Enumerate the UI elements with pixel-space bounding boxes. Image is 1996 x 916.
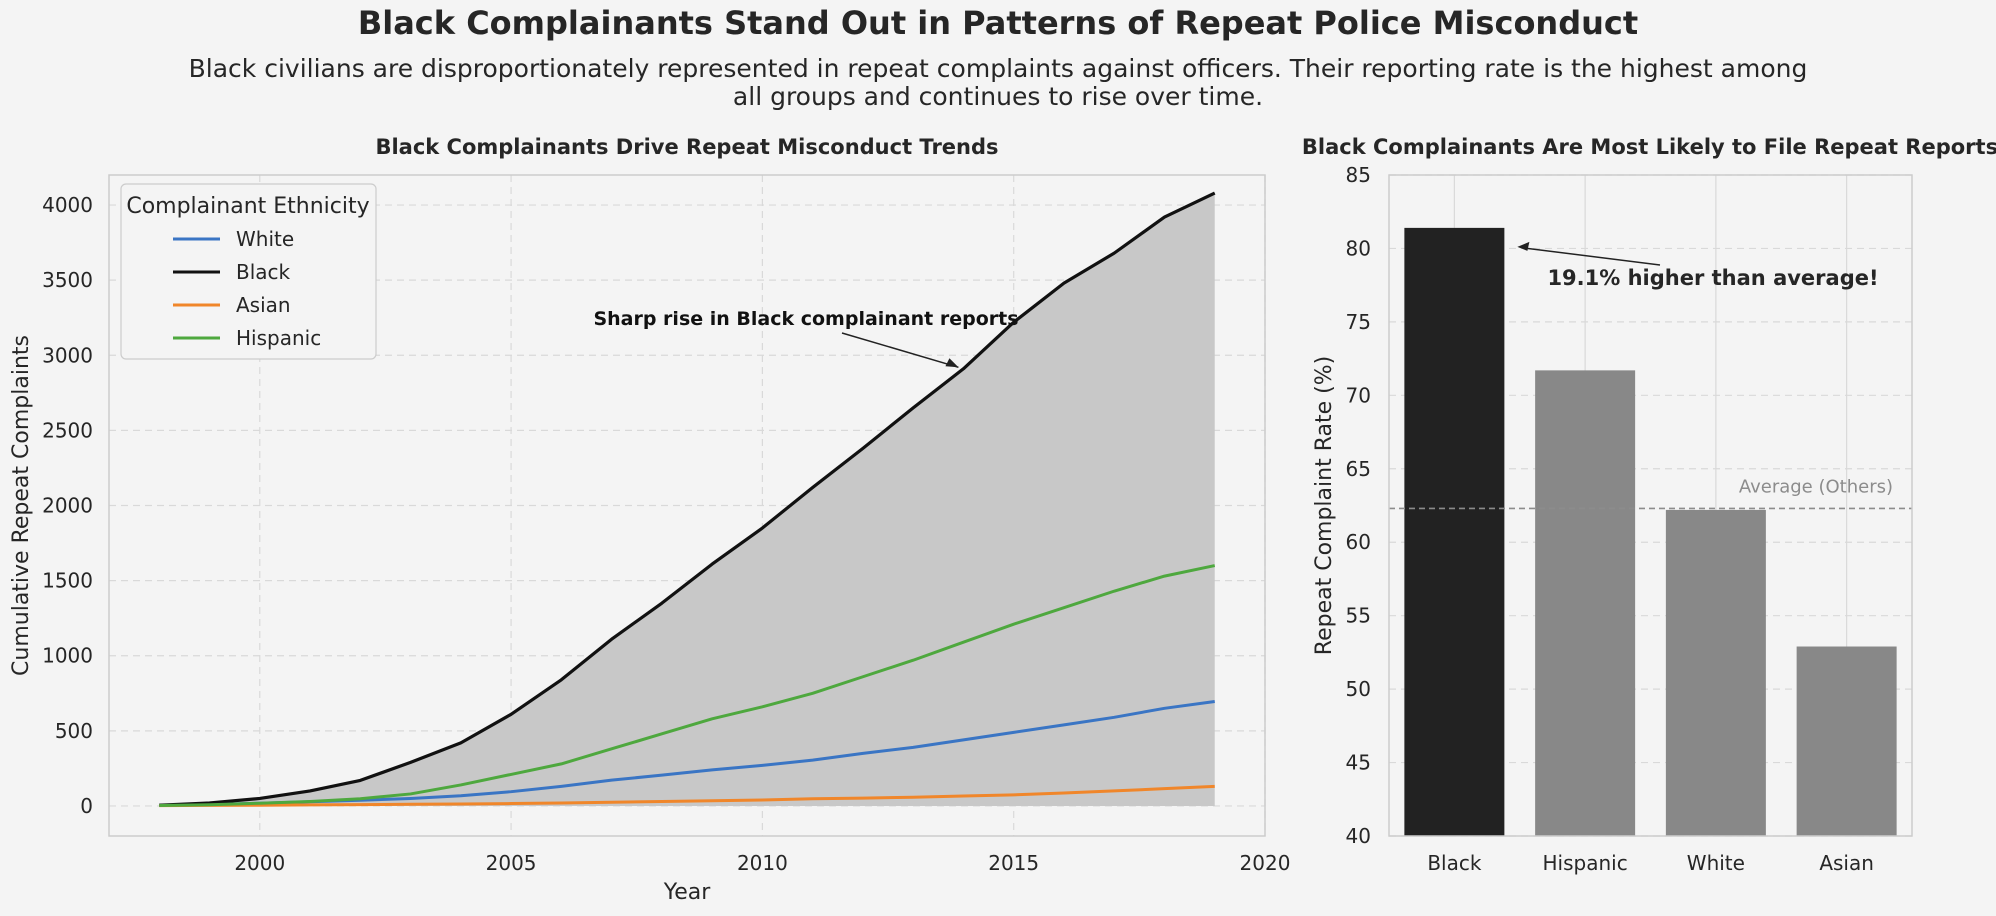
bar-category-label: Asian xyxy=(1819,851,1874,875)
figure-title: Black Complainants Stand Out in Patterns… xyxy=(358,4,1638,42)
bar-y-tick-label: 40 xyxy=(1346,824,1371,848)
series-line-black xyxy=(159,191,1216,807)
legend-title: Complainant Ethnicity xyxy=(126,194,369,219)
legend-label-black: Black xyxy=(236,260,291,284)
bar-y-tick-label: 80 xyxy=(1346,236,1371,260)
figure-subtitle-line-2: all groups and continues to rise over ti… xyxy=(733,82,1263,111)
bar-y-tick-label: 70 xyxy=(1346,383,1371,407)
bar-y-tick-label: 55 xyxy=(1346,604,1371,628)
legend-label-white: White xyxy=(236,227,294,251)
bar-plot-frame xyxy=(1388,174,1913,837)
y-tick-label: 0 xyxy=(80,794,93,818)
bar-annotation-arrow-head xyxy=(1517,241,1530,251)
y-tick-label: 1500 xyxy=(42,569,93,593)
bar-y-tick-label: 60 xyxy=(1346,530,1371,554)
line-chart-title: Black Complainants Drive Repeat Miscondu… xyxy=(375,135,998,159)
bar-y-tick-label: 85 xyxy=(1346,163,1371,187)
legend: Complainant Ethnicity White Black Asian Hisp… xyxy=(120,183,377,360)
bar-annotation: 19.1% higher than average! xyxy=(1547,266,1878,290)
y-tick-label: 2000 xyxy=(42,494,93,518)
x-axis-label: Year xyxy=(663,880,712,905)
legend-box xyxy=(120,183,377,360)
bar-category-label: Black xyxy=(1427,851,1482,875)
bar-y-tick-label: 65 xyxy=(1346,457,1371,481)
y-tick-label: 3500 xyxy=(42,268,93,292)
figure-subtitle-line-1: Black civilians are disproportionately r… xyxy=(189,54,1808,83)
bar-chart: Average (Others) 19.1% higher than averag… xyxy=(1302,135,1996,875)
bar-y-tick-label: 45 xyxy=(1346,751,1371,775)
average-line-label: Average (Others) xyxy=(1739,476,1893,497)
y-tick-label: 2500 xyxy=(42,418,93,442)
black-area-fill xyxy=(159,193,1215,806)
x-tick-label: 2015 xyxy=(988,851,1039,875)
bar-asian xyxy=(1796,646,1897,836)
bar-chart-title: Black Complainants Are Most Likely to Fi… xyxy=(1302,135,1996,159)
bar-annotation-arrow-line xyxy=(1523,247,1661,266)
bar-y-tick-label: 75 xyxy=(1346,310,1371,334)
line-annotation: Sharp rise in Black complainant reports xyxy=(593,308,1018,330)
line-plot-frame xyxy=(108,174,1266,837)
bar-category-label: Hispanic xyxy=(1543,851,1628,875)
x-tick-label: 2000 xyxy=(234,851,285,875)
x-tick-label: 2020 xyxy=(1240,851,1291,875)
bar-y-tick-label: 50 xyxy=(1346,677,1371,701)
line-chart: 2000 2005 2010 2015 2020 0 500 1000 1500 2000 2500… xyxy=(9,135,1290,905)
bar-black xyxy=(1404,227,1505,836)
annotation-arrow-line xyxy=(841,332,959,369)
legend-label-asian: Asian xyxy=(236,293,291,317)
series-line-hispanic xyxy=(159,564,1216,808)
y-axis-label: Cumulative Repeat Complaints xyxy=(9,335,34,676)
bar-white xyxy=(1665,509,1766,836)
x-tick-label: 2010 xyxy=(737,851,788,875)
bar-hispanic xyxy=(1535,370,1636,836)
bar-y-axis-label: Repeat Complaint Rate (%) xyxy=(1312,356,1337,655)
x-tick-label: 2005 xyxy=(486,851,537,875)
y-tick-label: 500 xyxy=(55,719,93,743)
y-tick-label: 3000 xyxy=(42,343,93,367)
y-tick-label: 1000 xyxy=(42,644,93,668)
legend-label-hispanic: Hispanic xyxy=(236,326,321,350)
bar-category-label: White xyxy=(1687,851,1745,875)
y-tick-label: 4000 xyxy=(42,193,93,217)
annotation-arrow-head xyxy=(945,358,959,368)
series-line-asian xyxy=(159,784,1215,808)
